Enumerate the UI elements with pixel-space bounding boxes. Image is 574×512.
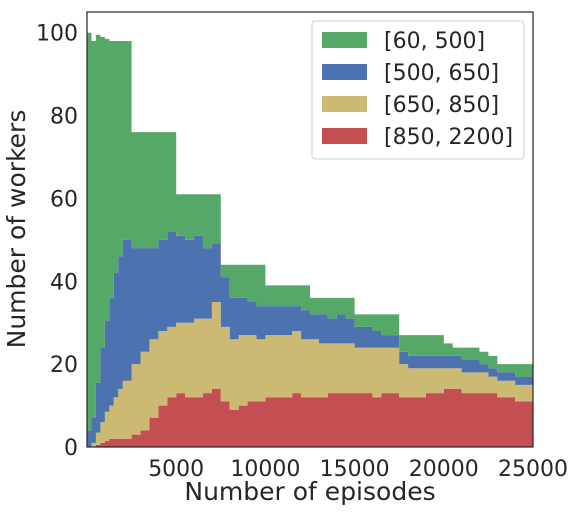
x-tick-label: 20000 <box>409 457 479 482</box>
y-tick-label: 80 <box>50 105 78 130</box>
area-series-2 <box>87 231 533 447</box>
legend-label: [60, 500] <box>384 29 485 54</box>
y-axis-label: Number of workers <box>2 110 31 349</box>
plot-frame <box>86 11 534 448</box>
x-axis-label: Number of episodes <box>184 477 435 506</box>
y-tick-label: 0 <box>64 436 78 461</box>
y-axis-ticks: 0 20 40 60 80 100 <box>36 22 78 461</box>
x-tick-label: 15000 <box>320 457 390 482</box>
x-tick-label: 5000 <box>148 457 204 482</box>
x-axis-ticks: 5000 10000 15000 20000 25000 <box>148 457 568 482</box>
legend-swatch <box>322 32 367 48</box>
legend-swatch <box>322 96 367 112</box>
area-series-0 <box>87 389 533 447</box>
legend-swatch <box>322 64 367 80</box>
area-series-3 <box>87 32 533 431</box>
legend: [60, 500] [500, 650] [650, 850] [850, 2200] <box>311 20 525 160</box>
y-tick-label: 60 <box>50 187 78 212</box>
area-series-1 <box>87 302 533 447</box>
y-tick-label: 40 <box>50 270 78 295</box>
y-tick-label: 20 <box>50 353 78 378</box>
legend-label: [650, 850] <box>384 93 499 118</box>
x-tick-label: 25000 <box>498 457 568 482</box>
legend-swatch <box>322 128 367 144</box>
y-tick-label: 100 <box>36 22 78 47</box>
stacked-areas <box>87 32 533 447</box>
legend-frame <box>311 20 525 160</box>
legend-label: [500, 650] <box>384 61 499 86</box>
x-tick-label: 10000 <box>230 457 300 482</box>
legend-label: [850, 2200] <box>384 125 513 150</box>
